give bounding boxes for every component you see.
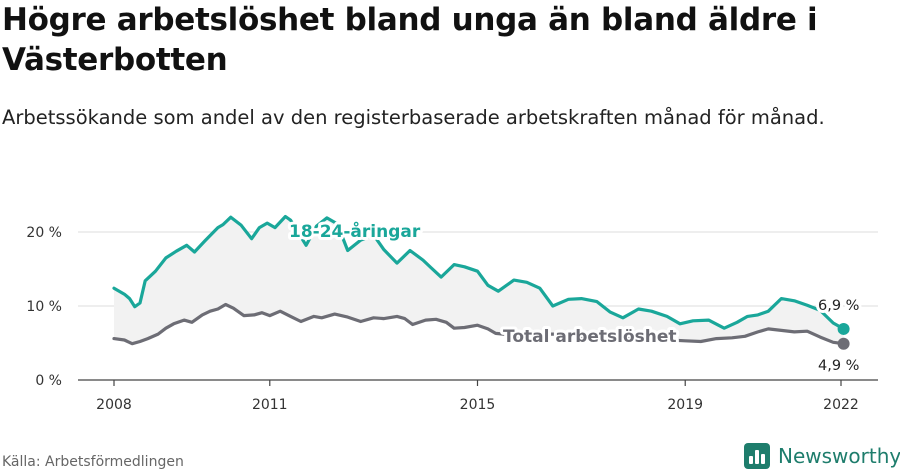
series-label-youth-text: 18-24-åringar bbox=[289, 220, 421, 242]
end-label-total-halo: 4,9 % bbox=[818, 358, 859, 374]
newsworthy-logo-icon bbox=[744, 443, 770, 469]
x-tick-label: 2022 bbox=[823, 397, 859, 413]
series-label-total-text: Total arbetslöshet bbox=[503, 327, 677, 347]
end-point-total bbox=[837, 337, 850, 350]
end-label-youth: 6,9 %6,9 % bbox=[815, 295, 862, 317]
series-line-youth bbox=[112, 214, 846, 331]
x-tick-label: 2008 bbox=[96, 397, 132, 413]
source-note: Källa: Arbetsförmedlingen bbox=[2, 454, 184, 470]
end-label-total: 4,9 %4,9 % bbox=[815, 355, 862, 377]
x-tick-label: 2019 bbox=[667, 397, 703, 413]
y-tick-label: 20 % bbox=[26, 225, 62, 241]
line-chart: 0 % 10 % 20 % 2008 2011 2015 2019 2022 18-24-år… bbox=[26, 214, 878, 413]
series-line-total bbox=[112, 302, 846, 346]
axes: 0 % 10 % 20 % 2008 2011 2015 2019 2022 bbox=[26, 225, 878, 413]
x-tick-label: 2015 bbox=[460, 397, 496, 413]
end-label-total-text: 4,9 % bbox=[818, 358, 859, 374]
gap-area-fill bbox=[114, 216, 844, 344]
end-label-youth-text: 6,9 % bbox=[818, 298, 859, 314]
end-point-youth bbox=[837, 322, 850, 335]
series-label-total-halo: Total arbetslöshet bbox=[503, 327, 677, 347]
brand-logo[interactable]: Newsworthy bbox=[744, 441, 900, 471]
brand-name: Newsworthy bbox=[778, 444, 900, 468]
chart-subtitle: Arbetssökande som andel av den registerb… bbox=[2, 106, 825, 129]
end-label-youth-halo: 6,9 % bbox=[818, 298, 859, 314]
series-lines bbox=[112, 214, 850, 350]
y-tick-label: 0 % bbox=[35, 373, 62, 389]
y-tick-label: 10 % bbox=[26, 299, 62, 315]
series-label-youth-halo: 18-24-åringar bbox=[289, 220, 421, 242]
chart-title: Högre arbetslöshet bland unga än bland ä… bbox=[2, 2, 818, 78]
x-tick-label: 2011 bbox=[252, 397, 288, 413]
